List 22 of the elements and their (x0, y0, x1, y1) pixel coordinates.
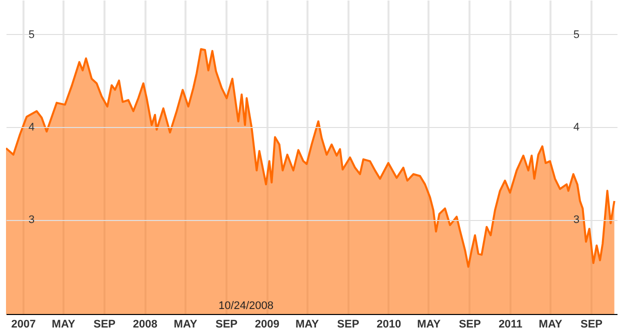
x-tick-label: MAY (538, 318, 563, 330)
x-tick-label: 2009 (254, 318, 280, 330)
x-tick-label: MAY (174, 318, 198, 330)
annotation: 10/24/2008 (218, 300, 274, 312)
x-tick-label: SEP (93, 318, 116, 330)
y2-tick-label: 5 (573, 28, 580, 41)
x-tick-label: 2010 (376, 318, 402, 330)
x-tick-label: SEP (458, 318, 481, 330)
x-tick-label: MAY (417, 318, 442, 330)
x-tick-label: SEP (580, 318, 603, 330)
x-tick-label: SEP (215, 318, 238, 330)
y-tick-label: 3 (28, 214, 35, 226)
x-tick-label: 2011 (498, 318, 522, 330)
y2-tick-label: 4 (573, 121, 580, 134)
x-tick-label: 2008 (132, 318, 158, 330)
y-tick-label: 4 (28, 121, 35, 134)
x-tick-label: SEP (337, 318, 360, 330)
y2-tick-label: 3 (573, 214, 580, 226)
y-tick-label: 5 (28, 28, 35, 41)
x-tick-label: MAY (295, 318, 320, 330)
x-tick-label: 2007 (11, 318, 36, 330)
x-tick-label: MAY (52, 318, 76, 330)
